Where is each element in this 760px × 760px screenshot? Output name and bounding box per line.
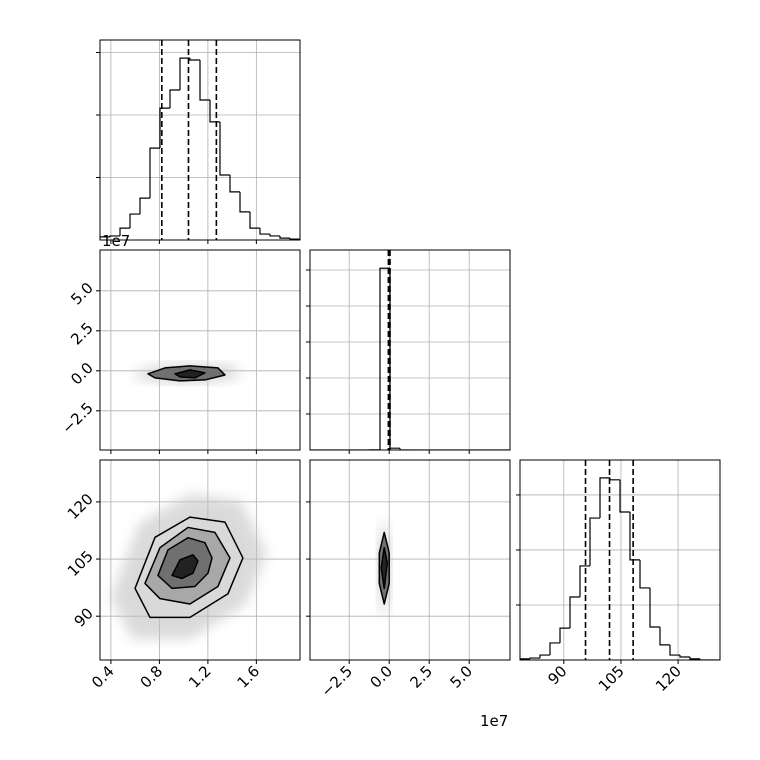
histogram-step (589, 517, 600, 566)
histogram-step (239, 191, 250, 213)
x-tick-label: 1.2 (185, 662, 215, 692)
x-tick-label: −2.5 (318, 662, 356, 700)
histogram-step (189, 58, 200, 61)
histogram-step (209, 100, 220, 123)
histogram-step (289, 238, 300, 240)
y-tick-label: 120 (64, 490, 97, 523)
panel-content (310, 250, 510, 450)
histogram-step (100, 236, 110, 240)
histogram-step (199, 60, 210, 101)
histogram-step (249, 211, 260, 229)
histogram-step (219, 121, 230, 176)
x-tick-label: 2.5 (406, 662, 436, 692)
x-tick-label: 120 (652, 662, 685, 695)
panel (306, 249, 511, 454)
histogram-step (109, 235, 120, 237)
histogram-step (520, 658, 530, 660)
panel-frame (99, 39, 301, 241)
panel-content (100, 460, 300, 660)
histogram-step (129, 213, 140, 229)
histogram-step (679, 655, 690, 658)
x-tick-label: 0.4 (88, 662, 118, 692)
histogram-step (259, 228, 270, 235)
x-tick-label: 1.6 (234, 662, 264, 692)
panel-content (100, 40, 300, 240)
x-tick-label: 105 (595, 662, 628, 695)
histogram-step (149, 147, 160, 199)
histogram-step (619, 479, 630, 513)
histogram-step (389, 268, 400, 449)
histogram-step (699, 658, 710, 660)
histogram-step (659, 626, 670, 646)
x-offset-label: 1e7 (480, 712, 508, 730)
contour (174, 369, 206, 379)
x-tick-label: 0.0 (366, 662, 396, 692)
histogram-step (569, 596, 580, 629)
panel-frame (309, 249, 511, 451)
y-offset-label: 1e7 (102, 232, 130, 250)
histogram-step (279, 235, 290, 239)
contour (171, 554, 199, 580)
histogram-step (669, 644, 680, 656)
y-tick-label: 90 (71, 604, 97, 630)
histogram-step (399, 448, 410, 450)
panel (96, 39, 301, 244)
contour (380, 546, 389, 590)
y-tick-label: 0.0 (67, 359, 97, 389)
y-tick-label: 5.0 (67, 279, 97, 309)
histogram-step (179, 57, 190, 90)
histogram-step (159, 107, 170, 149)
panel-content (100, 250, 300, 450)
histogram-step (119, 227, 130, 236)
x-tick-label: 0.8 (137, 662, 167, 692)
histogram-step (609, 477, 620, 481)
histogram-step (629, 511, 640, 561)
panel: 90 105 120 (516, 459, 721, 695)
panel: 0.4 0.8 1.2 1.6 90 105 120 (64, 459, 301, 692)
x-tick-label: 5.0 (446, 662, 476, 692)
histogram-step (379, 267, 390, 450)
histogram-step (599, 477, 610, 519)
panel-frame (519, 459, 721, 661)
panel-frame (99, 459, 301, 661)
histogram-step (229, 175, 240, 193)
panel-content (520, 460, 720, 660)
histogram-step (269, 234, 280, 237)
y-tick-label: 105 (64, 547, 97, 580)
panel: −2.5 0.0 2.5 5.0 (58, 249, 301, 454)
histogram-step (549, 642, 560, 656)
panel-content (310, 460, 510, 660)
y-tick-label: −2.5 (58, 399, 96, 437)
histogram-step (689, 656, 700, 660)
histogram-step (639, 559, 650, 589)
histogram-step (579, 565, 590, 598)
panel-frame (99, 249, 301, 451)
y-tick-label: 2.5 (67, 319, 97, 349)
histogram-step (139, 197, 150, 215)
histogram-step (539, 654, 550, 659)
histogram-step (649, 587, 660, 628)
histogram-step (529, 657, 540, 659)
panel-frame (309, 459, 511, 661)
histogram-step (559, 627, 570, 643)
panel: −2.5 0.0 2.5 5.0 (306, 459, 511, 701)
x-tick-label: 90 (544, 662, 570, 688)
histogram-step (169, 89, 180, 109)
